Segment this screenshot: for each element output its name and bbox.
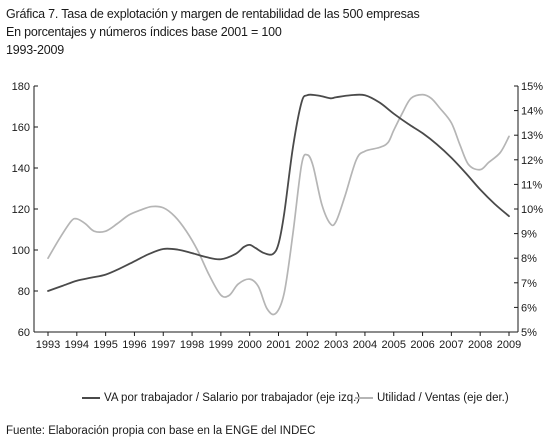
y-left-tick-label: 100: [12, 245, 30, 257]
x-tick-label: 2009: [497, 339, 521, 351]
y-left-tick-label: 80: [18, 286, 30, 298]
x-tick-label: 1995: [93, 339, 117, 351]
series-line-va-salario: [47, 93, 510, 292]
y-right-tick-label: 6%: [521, 302, 537, 314]
y-right-tick-label: 9%: [521, 229, 537, 241]
legend-item-right: Utilidad / Ventas (eje der.): [355, 390, 509, 406]
x-tick-label: 1998: [180, 339, 204, 351]
source-note: Fuente: Elaboración propia con base en l…: [6, 425, 316, 437]
series-line-utilidad-ventas: [47, 93, 510, 316]
x-tick-label: 2007: [439, 339, 463, 351]
chart-series-layer: [47, 93, 510, 316]
chart-title: Gráfica 7. Tasa de explotación y margen …: [6, 7, 420, 21]
x-tick-label: 1996: [122, 339, 146, 351]
y-right-tick-label: 5%: [521, 327, 537, 339]
y-right-tick-label: 8%: [521, 253, 537, 265]
y-left-tick-label: 180: [12, 81, 30, 93]
x-tick-label: 2005: [382, 339, 406, 351]
y-right-tick-label: 12%: [521, 155, 543, 167]
chart-period: 1993-2009: [6, 43, 64, 57]
y-left-tick-label: 60: [18, 327, 30, 339]
y-left-tick-label: 140: [12, 163, 30, 175]
x-tick-label: 1999: [209, 339, 233, 351]
x-tick-label: 2006: [410, 339, 434, 351]
x-tick-label: 2004: [353, 339, 377, 351]
x-tick-label: 1993: [36, 339, 60, 351]
legend-item-left: VA por trabajador / Salario por trabajad…: [82, 390, 360, 406]
legend-swatch-left: [82, 396, 100, 399]
legend-label-right: Utilidad / Ventas (eje der.): [377, 392, 509, 404]
x-tick-label: 1997: [151, 339, 175, 351]
y-left-tick-label: 160: [12, 122, 30, 134]
chart-axes: 60 80 100 120 140 160 180 5% 6% 7% 8% 9% 10% 11% 12% 13…: [12, 81, 544, 351]
legend-label-left: VA por trabajador / Salario por trabajad…: [104, 392, 361, 404]
x-tick-label: 1994: [65, 339, 89, 351]
y-right-tick-label: 10%: [521, 204, 543, 216]
x-tick-label: 2008: [468, 339, 492, 351]
y-right-tick-label: 14%: [521, 106, 543, 118]
y-right-tick-label: 13%: [521, 130, 543, 142]
chart-legend: VA por trabajador / Salario por trabajad…: [0, 390, 557, 406]
y-right-tick-label: 7%: [521, 278, 537, 290]
y-right-tick-label: 15%: [521, 81, 543, 93]
y-right-tick-label: 11%: [521, 179, 542, 191]
x-tick-label: 2003: [324, 339, 348, 351]
y-left-tick-label: 120: [12, 204, 30, 216]
x-tick-label: 2001: [266, 339, 290, 351]
chart-subtitle: En porcentajes y números índices base 20…: [6, 25, 282, 39]
x-tick-label: 2002: [295, 339, 319, 351]
x-tick-label: 2000: [237, 339, 261, 351]
legend-swatch-right: [355, 396, 373, 399]
